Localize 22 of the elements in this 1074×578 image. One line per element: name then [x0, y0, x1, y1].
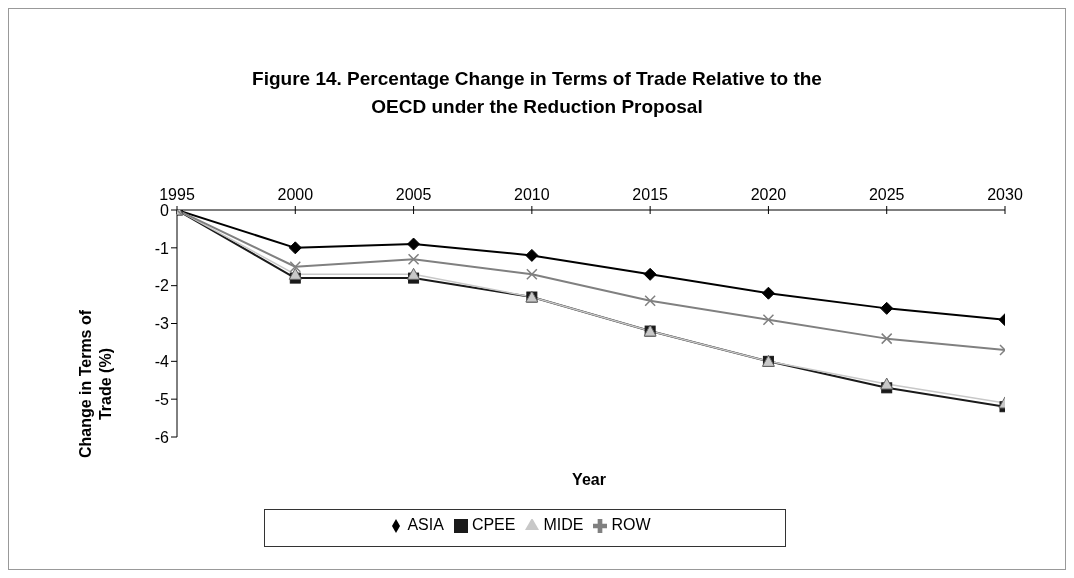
x-tick-label: 2005 [395, 186, 432, 203]
y-axis-title: Change in Terms of Trade (%) [76, 309, 115, 459]
legend-label: CPEE [471, 516, 516, 533]
x-tick-label: 2025 [868, 186, 905, 203]
y-tick-label: -3 [154, 315, 170, 333]
x-tick-label: 2015 [632, 186, 669, 203]
x-tick-label: 2000 [277, 186, 314, 203]
x-tick-label: 2030 [987, 186, 1023, 203]
y-tick-label: -5 [154, 390, 170, 408]
y-tick-label: -4 [154, 353, 170, 371]
legend-label: ASIA [407, 516, 444, 533]
y-tick-label: -2 [154, 277, 170, 295]
y-tick-label: 0 [160, 201, 170, 219]
y-tick-label: -1 [154, 239, 170, 257]
x-axis-title: Year [571, 471, 607, 489]
legend-label: ROW [611, 516, 651, 533]
chart-title: Figure 14. Percentage Change in Terms of Trade Relative to the OECD under the Reduction Proposal [251, 67, 823, 119]
y-tick-label: -6 [154, 428, 170, 446]
legend-label: MIDE [543, 516, 584, 533]
x-tick-label: 1995 [159, 186, 195, 203]
x-tick-label: 2020 [750, 186, 787, 203]
x-tick-label: 2010 [514, 186, 550, 203]
